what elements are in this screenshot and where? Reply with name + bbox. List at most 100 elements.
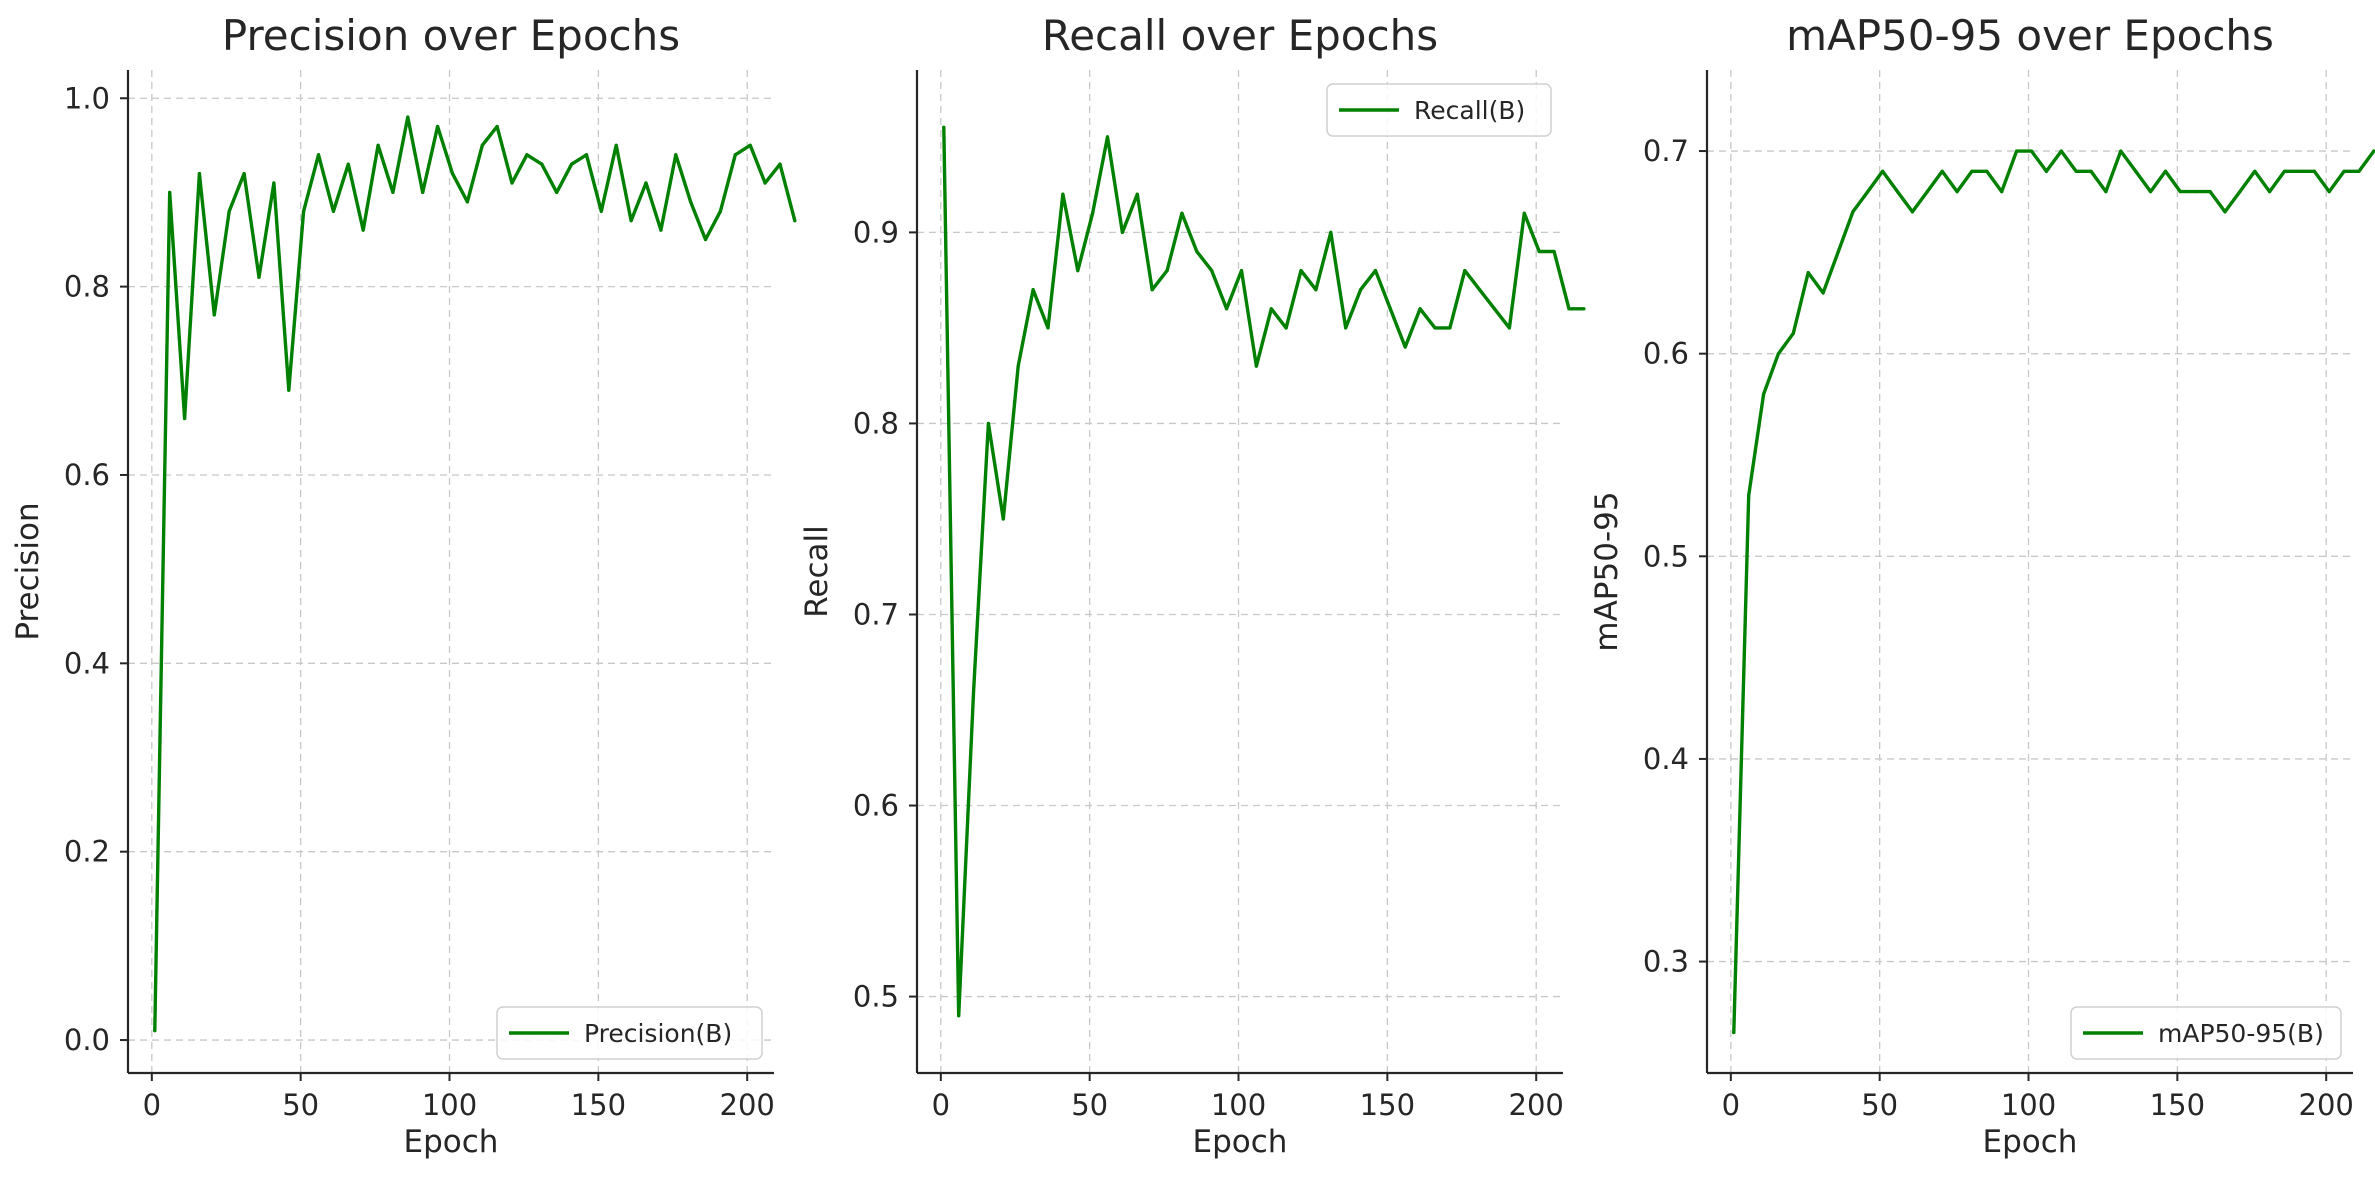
data-point (465, 200, 469, 204)
data-point (569, 162, 574, 166)
data-point (629, 219, 633, 223)
data-point (2178, 189, 2182, 194)
data-point (153, 1029, 157, 1033)
data-point (1776, 352, 1781, 356)
data-point (2297, 169, 2302, 173)
x-axis-label: Epoch (1193, 1124, 1288, 1160)
data-point (2372, 149, 2375, 153)
y-tick-label: 0.3 (1643, 945, 1689, 979)
data-point (2059, 149, 2063, 153)
data-point (510, 181, 514, 185)
data-point (1150, 288, 1154, 292)
data-point (168, 190, 172, 195)
x-tick-label: 0 (932, 1088, 950, 1122)
data-point (748, 143, 752, 147)
data-point (1478, 288, 1482, 292)
data-point (2029, 149, 2034, 153)
data-point (986, 421, 991, 426)
data-point (971, 689, 976, 693)
data-point (2104, 189, 2108, 194)
data-point (1016, 364, 1020, 368)
data-point (1791, 331, 1795, 336)
chart-legend: mAP50-95(B) (2070, 1006, 2342, 1060)
x-axis-label: Epoch (1983, 1124, 2078, 1160)
data-point (1076, 269, 1080, 273)
series-line-recall (942, 125, 1586, 1018)
data-point (1195, 249, 1199, 254)
data-point (1373, 269, 1378, 273)
y-tick-label: 0.5 (1643, 539, 1689, 573)
data-point (1552, 249, 1556, 254)
data-point (436, 124, 440, 129)
data-point (2312, 169, 2316, 173)
x-tick-label: 100 (1211, 1088, 1266, 1122)
data-point (2089, 169, 2093, 173)
data-point (182, 416, 187, 421)
data-point (1567, 307, 1571, 311)
data-point (1448, 326, 1452, 330)
data-point (2148, 189, 2153, 194)
data-point (2238, 189, 2242, 194)
data-point (1284, 326, 1288, 330)
data-point (2163, 169, 2168, 173)
data-point (659, 228, 663, 232)
legend-label: Precision(B) (584, 1019, 732, 1048)
data-point (1358, 288, 1363, 292)
data-point (1388, 307, 1392, 311)
y-tick-label: 0.7 (1643, 134, 1689, 168)
legend-frame (1326, 83, 1552, 137)
data-point (2074, 169, 2078, 173)
data-point (2193, 189, 2197, 194)
data-point (599, 209, 603, 213)
data-point (1031, 288, 1035, 292)
data-point (376, 143, 380, 147)
x-tick-label: 200 (2299, 1088, 2354, 1122)
legend-label: Recall(B) (1414, 96, 1525, 125)
data-point (450, 171, 455, 176)
data-point (1910, 210, 1915, 214)
data-point (406, 115, 410, 119)
y-tick-label: 0.9 (853, 215, 899, 249)
x-tick-label: 200 (1509, 1088, 1564, 1122)
y-tick-label: 1.0 (64, 81, 110, 115)
chart-title: Recall over Epochs (1042, 11, 1438, 60)
data-point (1105, 135, 1110, 139)
data-point (2119, 149, 2123, 153)
data-point (733, 153, 737, 157)
data-point (540, 162, 544, 166)
data-point (2327, 189, 2331, 194)
data-point (331, 209, 336, 213)
data-point (957, 1014, 961, 1018)
data-point (2000, 189, 2004, 194)
y-tick-label: 0.2 (64, 835, 110, 869)
data-point (1492, 307, 1497, 311)
series-line-map (1732, 149, 2375, 1035)
y-axis-label: Recall (799, 525, 835, 618)
data-point (1851, 210, 1855, 214)
x-tick-label: 150 (571, 1088, 626, 1122)
data-point (1537, 249, 1541, 254)
data-point (1046, 326, 1050, 330)
x-tick-label: 200 (720, 1088, 775, 1122)
data-point (1433, 326, 1437, 330)
data-point (1344, 326, 1348, 330)
data-point (1418, 307, 1422, 311)
data-point (2342, 169, 2346, 173)
data-point (1165, 269, 1169, 273)
data-point (1254, 364, 1258, 368)
y-axis-label: mAP50-95 (1589, 491, 1625, 651)
y-tick-label: 0.8 (853, 406, 899, 440)
data-point (1836, 250, 1840, 254)
data-point (1463, 269, 1467, 273)
data-point (2223, 210, 2227, 214)
data-point (302, 209, 306, 213)
data-point (703, 237, 708, 242)
y-tick-label: 0.6 (853, 789, 899, 823)
data-point (242, 171, 246, 176)
data-point (287, 388, 291, 392)
data-point (1239, 269, 1244, 273)
data-point (525, 153, 529, 157)
data-point (1314, 288, 1318, 292)
data-point (1925, 189, 1929, 194)
